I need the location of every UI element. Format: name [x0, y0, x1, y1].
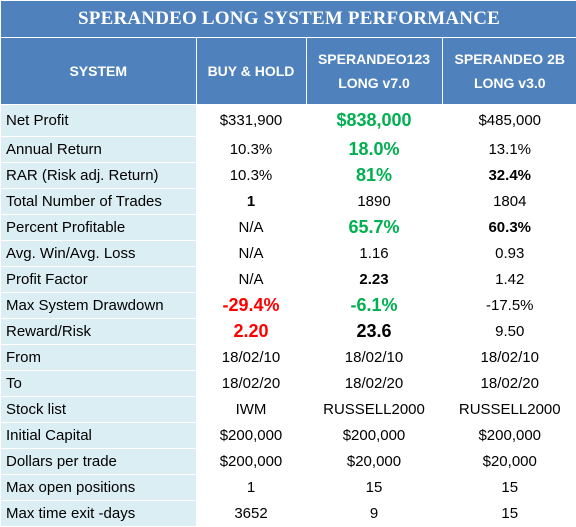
header-system: SYSTEM	[1, 38, 196, 105]
row-label: Percent Profitable	[1, 215, 196, 241]
cell-sperandeo123: 2.23	[306, 267, 442, 293]
header-sperandeo2b: SPERANDEO 2B LONG v3.0	[442, 38, 576, 105]
cell-buy-hold: N/A	[196, 241, 306, 267]
row-label: Dollars per trade	[1, 449, 196, 475]
cell-sperandeo123: $20,000	[306, 449, 442, 475]
cell-sperandeo123: $200,000	[306, 423, 442, 449]
row-label: RAR (Risk adj. Return)	[1, 163, 196, 189]
cell-buy-hold: 10.3%	[196, 163, 306, 189]
cell-sperandeo2b: 18/02/10	[442, 345, 576, 371]
row-max-open-positions: Max open positions 1 15 15	[1, 475, 576, 501]
row-stock-list: Stock list IWM RUSSELL2000 RUSSELL2000	[1, 397, 576, 423]
row-rar: RAR (Risk adj. Return) 10.3% 81% 32.4%	[1, 163, 576, 189]
row-label: Max time exit -days	[1, 501, 196, 527]
cell-sperandeo2b: $485,000	[442, 105, 576, 137]
cell-sperandeo123: 15	[306, 475, 442, 501]
header-buy-hold: BUY & HOLD	[196, 38, 306, 105]
cell-buy-hold: 1	[196, 475, 306, 501]
cell-sperandeo2b: 0.93	[442, 241, 576, 267]
cell-sperandeo2b: 15	[442, 501, 576, 527]
cell-sperandeo123: 23.6	[306, 319, 442, 345]
row-dollars-per-trade: Dollars per trade $200,000 $20,000 $20,0…	[1, 449, 576, 475]
cell-buy-hold: $200,000	[196, 423, 306, 449]
row-label: Max open positions	[1, 475, 196, 501]
cell-sperandeo2b: 9.50	[442, 319, 576, 345]
cell-sperandeo2b: 32.4%	[442, 163, 576, 189]
row-label: Stock list	[1, 397, 196, 423]
row-initial-capital: Initial Capital $200,000 $200,000 $200,0…	[1, 423, 576, 449]
cell-sperandeo2b: 15	[442, 475, 576, 501]
cell-buy-hold: $200,000	[196, 449, 306, 475]
row-reward-risk: Reward/Risk 2.20 23.6 9.50	[1, 319, 576, 345]
cell-sperandeo123: 1890	[306, 189, 442, 215]
cell-buy-hold: 18/02/10	[196, 345, 306, 371]
cell-buy-hold: 3652	[196, 501, 306, 527]
cell-sperandeo2b: 18/02/20	[442, 371, 576, 397]
cell-sperandeo2b: 1804	[442, 189, 576, 215]
cell-sperandeo2b: 1.42	[442, 267, 576, 293]
cell-sperandeo123: 81%	[306, 163, 442, 189]
cell-sperandeo123: 18.0%	[306, 137, 442, 163]
cell-buy-hold: N/A	[196, 215, 306, 241]
cell-sperandeo123: 65.7%	[306, 215, 442, 241]
header-sperandeo123-line1: SPERANDEO123	[307, 47, 442, 71]
cell-sperandeo123: 18/02/10	[306, 345, 442, 371]
cell-sperandeo123: -6.1%	[306, 293, 442, 319]
cell-buy-hold: $331,900	[196, 105, 306, 137]
cell-sperandeo2b: 13.1%	[442, 137, 576, 163]
cell-buy-hold: -29.4%	[196, 293, 306, 319]
row-to: To 18/02/20 18/02/20 18/02/20	[1, 371, 576, 397]
row-label: Profit Factor	[1, 267, 196, 293]
row-annual-return: Annual Return 10.3% 18.0% 13.1%	[1, 137, 576, 163]
cell-sperandeo123: 1.16	[306, 241, 442, 267]
cell-sperandeo2b: $20,000	[442, 449, 576, 475]
row-label: To	[1, 371, 196, 397]
row-max-drawdown: Max System Drawdown -29.4% -6.1% -17.5%	[1, 293, 576, 319]
table-title: SPERANDEO LONG SYSTEM PERFORMANCE	[1, 1, 576, 38]
cell-sperandeo123: 18/02/20	[306, 371, 442, 397]
cell-buy-hold: 18/02/20	[196, 371, 306, 397]
row-label: Total Number of Trades	[1, 189, 196, 215]
row-label: From	[1, 345, 196, 371]
row-label: Net Profit	[1, 105, 196, 137]
cell-buy-hold: N/A	[196, 267, 306, 293]
row-percent-profitable: Percent Profitable N/A 65.7% 60.3%	[1, 215, 576, 241]
row-label: Annual Return	[1, 137, 196, 163]
cell-sperandeo123: RUSSELL2000	[306, 397, 442, 423]
cell-sperandeo2b: -17.5%	[442, 293, 576, 319]
row-avg-win-loss: Avg. Win/Avg. Loss N/A 1.16 0.93	[1, 241, 576, 267]
row-label: Reward/Risk	[1, 319, 196, 345]
cell-sperandeo123: $838,000	[306, 105, 442, 137]
cell-buy-hold: 10.3%	[196, 137, 306, 163]
cell-sperandeo2b: 60.3%	[442, 215, 576, 241]
cell-buy-hold: 1	[196, 189, 306, 215]
row-max-time-exit: Max time exit -days 3652 9 15	[1, 501, 576, 527]
header-sperandeo123-line2: LONG v7.0	[307, 71, 442, 95]
row-label: Avg. Win/Avg. Loss	[1, 241, 196, 267]
header-sperandeo2b-line2: LONG v3.0	[443, 71, 576, 95]
row-net-profit: Net Profit $331,900 $838,000 $485,000	[1, 105, 576, 137]
row-total-trades: Total Number of Trades 1 1890 1804	[1, 189, 576, 215]
row-label: Max System Drawdown	[1, 293, 196, 319]
performance-table: SYSTEM BUY & HOLD SPERANDEO123 LONG v7.0…	[1, 38, 576, 527]
header-row: SYSTEM BUY & HOLD SPERANDEO123 LONG v7.0…	[1, 38, 576, 105]
header-sperandeo123: SPERANDEO123 LONG v7.0	[306, 38, 442, 105]
cell-sperandeo2b: RUSSELL2000	[442, 397, 576, 423]
cell-buy-hold: 2.20	[196, 319, 306, 345]
cell-sperandeo123: 9	[306, 501, 442, 527]
row-profit-factor: Profit Factor N/A 2.23 1.42	[1, 267, 576, 293]
cell-buy-hold: IWM	[196, 397, 306, 423]
row-from: From 18/02/10 18/02/10 18/02/10	[1, 345, 576, 371]
cell-sperandeo2b: $200,000	[442, 423, 576, 449]
header-sperandeo2b-line1: SPERANDEO 2B	[443, 47, 576, 71]
row-label: Initial Capital	[1, 423, 196, 449]
